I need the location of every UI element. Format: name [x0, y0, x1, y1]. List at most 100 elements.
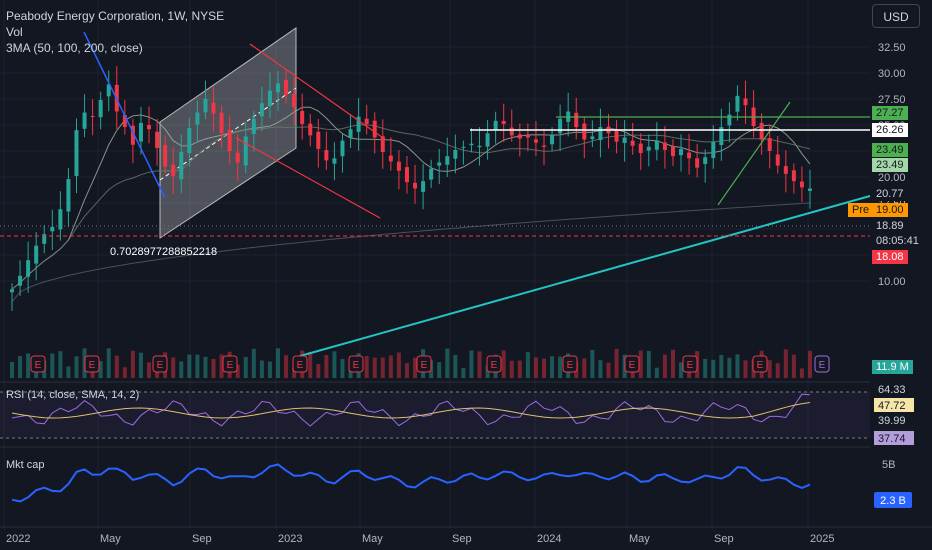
candle-body[interactable]	[276, 83, 280, 93]
candle-body[interactable]	[66, 179, 71, 212]
candle-body[interactable]	[421, 181, 426, 192]
volume-legend[interactable]: Vol	[6, 25, 23, 39]
candle-body[interactable]	[388, 155, 393, 162]
candle-body[interactable]	[743, 98, 748, 106]
candle-body[interactable]	[670, 146, 675, 157]
cyan-support-trendline[interactable]	[299, 195, 871, 357]
candle-body[interactable]	[284, 79, 289, 95]
candle-body[interactable]	[404, 167, 409, 183]
candle-body[interactable]	[687, 152, 692, 159]
candle-body[interactable]	[695, 158, 700, 168]
earnings-marker[interactable]	[152, 355, 168, 373]
candle-body[interactable]	[711, 141, 716, 159]
candle-body[interactable]	[34, 245, 39, 264]
candle-body[interactable]	[356, 116, 361, 132]
candlestick-series[interactable]	[10, 66, 812, 311]
candle-body[interactable]	[646, 146, 651, 151]
candle-body[interactable]	[26, 260, 31, 277]
candle-body[interactable]	[485, 133, 490, 147]
candle-body[interactable]	[445, 156, 450, 165]
candle-body[interactable]	[211, 102, 216, 114]
candle-body[interactable]	[437, 162, 442, 166]
candle-body[interactable]	[550, 135, 555, 145]
candle-body[interactable]	[219, 112, 224, 134]
earnings-marker[interactable]	[752, 355, 768, 373]
candle-body[interactable]	[364, 118, 369, 124]
candle-body[interactable]	[775, 154, 780, 166]
candle-body[interactable]	[147, 125, 152, 130]
candle-body[interactable]	[18, 275, 23, 286]
candle-body[interactable]	[195, 112, 200, 125]
candle-body[interactable]	[525, 135, 530, 138]
candle-body[interactable]	[380, 136, 385, 153]
candle-body[interactable]	[509, 127, 514, 136]
candle-body[interactable]	[590, 136, 595, 140]
trend-drawings[interactable]	[0, 31, 871, 357]
candle-body[interactable]	[662, 142, 667, 150]
candle-body[interactable]	[235, 152, 240, 163]
earnings-marker[interactable]	[624, 355, 640, 373]
candle-body[interactable]	[203, 99, 208, 113]
candle-body[interactable]	[413, 182, 418, 189]
candle-body[interactable]	[703, 157, 708, 165]
time-axis[interactable]: 2022 May Sep 2023 May Sep 2024 May Sep 2025	[0, 526, 932, 545]
candle-body[interactable]	[767, 138, 772, 151]
candle-body[interactable]	[332, 158, 337, 164]
red-channel-bottom[interactable]	[235, 137, 381, 219]
earnings-marker[interactable]	[562, 355, 578, 373]
candle-body[interactable]	[574, 112, 579, 128]
candle-body[interactable]	[122, 115, 127, 128]
candle-body[interactable]	[308, 123, 313, 136]
candle-body[interactable]	[477, 145, 482, 148]
candle-body[interactable]	[50, 226, 55, 232]
earnings-marker[interactable]	[30, 355, 46, 373]
candle-body[interactable]	[106, 84, 111, 97]
candle-body[interactable]	[791, 170, 796, 182]
candle-body[interactable]	[251, 118, 256, 135]
candle-body[interactable]	[300, 110, 305, 124]
candle-body[interactable]	[130, 125, 135, 145]
candle-body[interactable]	[654, 140, 659, 150]
candle-body[interactable]	[155, 131, 160, 148]
candle-body[interactable]	[372, 120, 377, 138]
red-channel-top[interactable]	[249, 43, 387, 141]
candle-body[interactable]	[179, 152, 184, 180]
candle-body[interactable]	[582, 123, 587, 140]
candle-body[interactable]	[74, 130, 79, 176]
candle-body[interactable]	[348, 129, 353, 138]
candle-body[interactable]	[501, 120, 506, 124]
candle-body[interactable]	[42, 234, 47, 244]
candle-body[interactable]	[558, 118, 563, 134]
candle-body[interactable]	[759, 122, 764, 140]
candle-body[interactable]	[542, 145, 546, 147]
candle-body[interactable]	[340, 140, 345, 157]
candle-body[interactable]	[614, 129, 619, 142]
candle-body[interactable]	[679, 148, 684, 156]
earnings-marker[interactable]	[292, 355, 308, 373]
candle-body[interactable]	[783, 166, 788, 174]
candle-body[interactable]	[292, 94, 297, 108]
earnings-marker[interactable]	[416, 355, 432, 373]
candle-body[interactable]	[598, 127, 603, 141]
candle-body[interactable]	[243, 136, 248, 166]
earnings-marker[interactable]	[814, 355, 830, 373]
candle-body[interactable]	[98, 100, 103, 118]
candle-body[interactable]	[267, 90, 272, 107]
earnings-marker[interactable]	[348, 355, 364, 373]
green-rising-line[interactable]	[717, 101, 791, 206]
candle-body[interactable]	[187, 128, 192, 154]
candle-body[interactable]	[10, 289, 14, 293]
candle-body[interactable]	[719, 127, 724, 146]
candle-body[interactable]	[533, 139, 538, 143]
candle-body[interactable]	[517, 134, 522, 139]
candle-body[interactable]	[727, 114, 732, 126]
symbol-title[interactable]: Peabody Energy Corporation, 1W, NYSE	[6, 9, 225, 23]
candle-body[interactable]	[82, 112, 87, 129]
candle-body[interactable]	[461, 146, 466, 148]
candle-body[interactable]	[429, 168, 434, 180]
candle-body[interactable]	[316, 131, 321, 149]
candle-body[interactable]	[324, 150, 329, 161]
candle-body[interactable]	[58, 209, 63, 230]
